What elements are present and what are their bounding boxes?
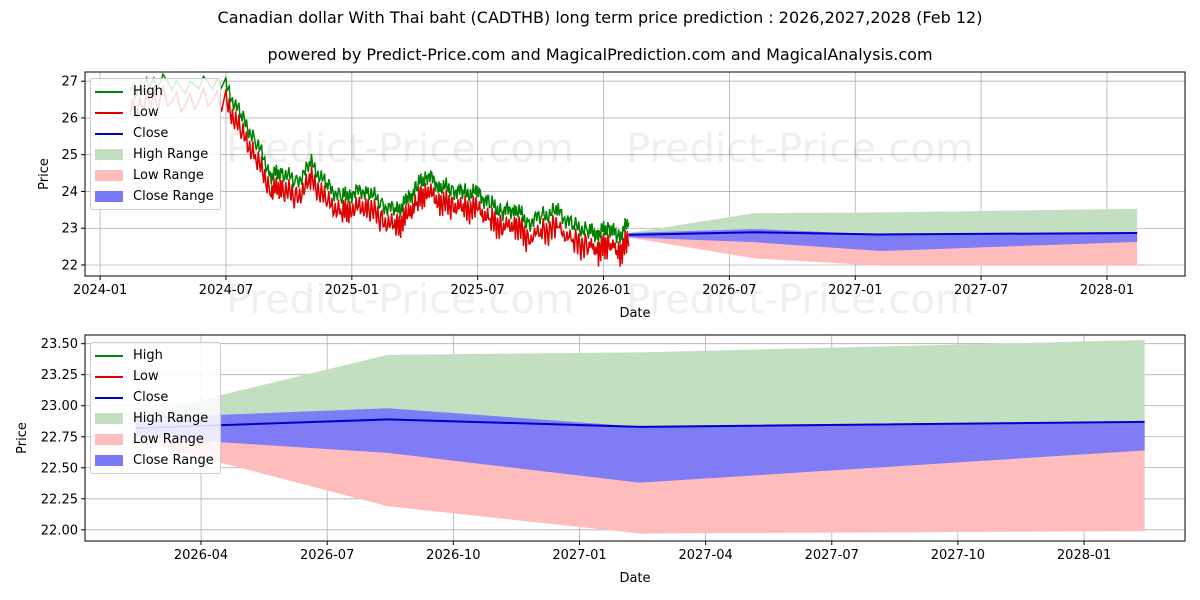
legend-label: Low Range xyxy=(133,432,204,447)
legend-item-high-range: High Range xyxy=(95,144,214,165)
legend-swatch xyxy=(95,413,123,424)
x-tick-label: 2027-07 xyxy=(954,283,1008,298)
x-tick-label: 2027-04 xyxy=(678,548,732,563)
legend-swatch xyxy=(95,455,123,466)
legend-label: High Range xyxy=(133,147,209,162)
top-axes-frame xyxy=(84,71,1186,277)
legend-swatch xyxy=(95,434,123,445)
legend-item-high: High xyxy=(95,81,214,102)
y-tick-label: 23.25 xyxy=(41,368,78,383)
legend-swatch xyxy=(95,170,123,181)
chart-subtitle: powered by Predict-Price.com and Magical… xyxy=(267,45,933,64)
y-tick-label: 22.75 xyxy=(41,430,78,445)
y-tick-label: 25 xyxy=(61,148,78,163)
x-tick-label: 2028-01 xyxy=(1057,548,1111,563)
legend-item-close: Close xyxy=(95,387,214,408)
top-series xyxy=(129,72,1138,267)
legend-label: Low xyxy=(133,369,159,384)
top-axis-ticks: 2024-01 2024-07 2025-01 2025-07 2026-01 2026-… xyxy=(61,75,1134,298)
x-tick-label: 2024-07 xyxy=(199,283,253,298)
x-tick-label: 2027-01 xyxy=(828,283,882,298)
legend-label: High Range xyxy=(133,411,209,426)
legend-label: High xyxy=(133,84,163,99)
x-tick-label: 2026-01 xyxy=(576,283,630,298)
x-tick-label: 2025-07 xyxy=(451,283,505,298)
close-forecast-line xyxy=(628,231,1138,236)
y-tick-label: 24 xyxy=(61,185,78,200)
bottom-x-axis-label: Date xyxy=(619,571,650,586)
x-tick-label: 2026-07 xyxy=(300,548,354,563)
chart-title: Canadian dollar With Thai baht (CADTHB) … xyxy=(217,8,983,27)
top-x-axis-label: Date xyxy=(619,306,650,321)
bottom-y-axis-label: Price xyxy=(15,422,30,454)
watermark-text: Predict-Price.com xyxy=(626,277,974,323)
legend-label: Close Range xyxy=(133,453,214,468)
close-forecast-line xyxy=(135,418,1145,430)
x-tick-label: 2025-01 xyxy=(325,283,379,298)
y-tick-label: 22.50 xyxy=(41,461,78,476)
x-tick-label: 2027-10 xyxy=(931,548,985,563)
high-range-band xyxy=(135,339,1145,429)
y-tick-label: 23.50 xyxy=(41,337,78,352)
legend-swatch xyxy=(95,354,123,357)
y-tick-label: 22.25 xyxy=(41,492,78,507)
legend-swatch xyxy=(95,111,123,114)
y-tick-label: 26 xyxy=(61,111,78,126)
x-tick-label: 2027-07 xyxy=(805,548,859,563)
x-tick-label: 2026-04 xyxy=(174,548,228,563)
close-range-band xyxy=(135,408,1145,483)
bottom-panel: Predict-Price.com Predict-Price.com 2026… xyxy=(15,334,1186,586)
x-tick-label: 2026-10 xyxy=(426,548,480,563)
legend-item-close-range: Close Range xyxy=(95,186,214,207)
legend-label: Close xyxy=(133,126,169,141)
legend-item-close-range: Close Range xyxy=(95,450,214,471)
legend-item-high: High xyxy=(95,345,214,366)
x-tick-label: 2027-01 xyxy=(552,548,606,563)
y-tick-label: 22 xyxy=(61,258,78,273)
legend-item-high-range: High Range xyxy=(95,408,214,429)
watermark-text: Predict-Price.com xyxy=(226,126,574,172)
legend-swatch xyxy=(95,396,123,399)
legend-swatch xyxy=(95,90,123,93)
legend-item-low-range: Low Range xyxy=(95,429,214,450)
bottom-axis-ticks: 2026-04 2026-07 2026-10 2027-01 2027-04 2027-… xyxy=(41,337,1111,563)
x-tick-label: 2026-07 xyxy=(702,283,756,298)
y-tick-label: 23 xyxy=(61,222,78,237)
legend-label: Close xyxy=(133,390,169,405)
legend-swatch xyxy=(95,375,123,378)
legend-label: Close Range xyxy=(133,189,214,204)
legend-swatch xyxy=(95,191,123,202)
top-watermark: Predict-Price.com Predict-Price.com Pred… xyxy=(226,126,974,323)
x-tick-label: 2028-01 xyxy=(1080,283,1134,298)
high-series-line xyxy=(129,72,630,244)
legend-item-low: Low xyxy=(95,102,214,123)
legend-item-close: Close xyxy=(95,123,214,144)
legend-bottom: High Low Close High Range Low Range Close Ran… xyxy=(90,342,221,474)
legend-top: High Low Close High Range Low Range Close Ran… xyxy=(90,78,221,210)
y-tick-label: 22.00 xyxy=(41,523,78,538)
x-tick-label: 2024-01 xyxy=(73,283,127,298)
bottom-axes-frame xyxy=(84,334,1186,542)
y-tick-label: 23.00 xyxy=(41,399,78,414)
watermark-text: Predict-Price.com xyxy=(626,126,974,172)
top-panel: Predict-Price.com Predict-Price.com Pred… xyxy=(37,71,1186,323)
watermark-text: Predict-Price.com xyxy=(226,277,574,323)
high-range-band xyxy=(628,208,1138,235)
legend-swatch xyxy=(95,149,123,160)
top-y-axis-label: Price xyxy=(37,158,52,190)
bottom-series xyxy=(135,339,1145,534)
y-tick-label: 27 xyxy=(61,75,78,90)
legend-swatch xyxy=(95,132,123,135)
legend-label: Low xyxy=(133,105,159,120)
legend-item-low: Low xyxy=(95,366,214,387)
legend-item-low-range: Low Range xyxy=(95,165,214,186)
legend-label: Low Range xyxy=(133,168,204,183)
low-series-line xyxy=(129,83,630,267)
legend-label: High xyxy=(133,348,163,363)
